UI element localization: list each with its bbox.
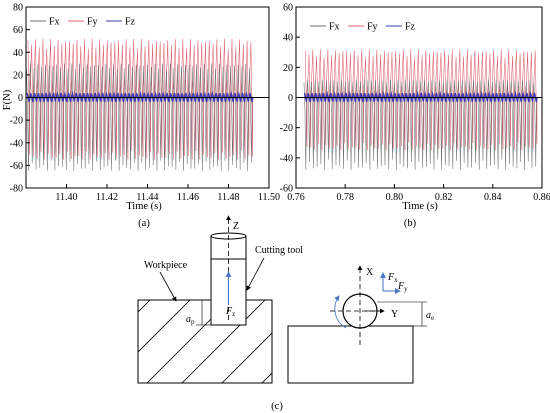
x-tick-label: 11.50 [258, 192, 280, 203]
y-tick-label: -40 [280, 153, 293, 164]
series-fz-a [26, 90, 254, 103]
chart-a: 11.40 11.42 11.44 11.46 11.48 11.50 -80 -60 -40 -… [2, 3, 280, 230]
fx-label: Fx [387, 272, 398, 284]
ap-label: ap [186, 314, 195, 326]
diagram-side-view: Z Fz Workpiece Cutting tool ap [137, 215, 303, 384]
y-tick-label: 60 [13, 25, 23, 36]
y-tick-label: -40 [10, 138, 23, 149]
legend-a: Fx Fy Fz [30, 17, 136, 28]
chart-b: 0.76 0.78 0.80 0.82 0.84 0.86 -60 -40 -20 0 20 40 60… [280, 3, 550, 230]
x-tick-label: 11.44 [136, 192, 158, 203]
x-axis-label-a: Time (s) [126, 201, 162, 212]
y-tick-label: 0 [18, 93, 23, 104]
x-tick-label: 11.40 [55, 192, 77, 203]
x-tick-label: 0.82 [435, 192, 453, 203]
legend-b: Fx Fy Fz [310, 22, 416, 33]
ae-label: ae [426, 310, 434, 322]
workpiece-hatching [138, 300, 272, 383]
y-tick-label: 40 [13, 48, 23, 59]
legend-label-fx: Fx [49, 17, 60, 28]
y-tick-label: 0 [288, 93, 293, 104]
y-tick-label: -20 [280, 123, 293, 134]
x-axis-label-b: Time (s) [402, 201, 438, 212]
legend-label-fy: Fy [367, 22, 378, 33]
y-tick-label: -60 [280, 184, 293, 195]
x-tick-label: 11.46 [177, 192, 199, 203]
workpiece-label: Workpiece [144, 260, 188, 271]
series-fx-a [26, 63, 253, 172]
x-tick-label: 0.78 [336, 192, 354, 203]
y-tick-label: -60 [10, 161, 23, 172]
panel-label-b: (b) [404, 218, 417, 229]
y-tick-label: -20 [10, 116, 23, 127]
workpiece-leader [159, 271, 177, 302]
panel-label-c: (c) [271, 401, 283, 412]
y-tick-label: 80 [13, 3, 23, 14]
panel-label-a: (a) [138, 218, 150, 229]
legend-label-fx: Fx [329, 22, 340, 33]
cutting-tool-leader [246, 257, 265, 291]
series-fx-b [303, 79, 537, 170]
y-tick-label: 20 [283, 63, 293, 74]
x-tick-label: 0.86 [533, 192, 550, 203]
y-tick-label: 40 [283, 33, 293, 44]
y-axis-label-a: F(N) [2, 89, 13, 110]
fy-label: Fy [397, 281, 408, 293]
x-tick-label: 11.42 [96, 192, 118, 203]
workpiece-top-view [287, 325, 414, 384]
x-tick-label: 0.76 [287, 192, 305, 203]
x-tick-label: 0.80 [386, 192, 404, 203]
series-fy-a [27, 38, 254, 160]
series-fz-b [303, 90, 538, 103]
y-tick-label: -80 [10, 184, 23, 195]
workpiece [137, 299, 273, 384]
cutting-tool-label: Cutting tool [255, 245, 303, 256]
diagram-top-view: X Y Fx Fy ae [287, 265, 434, 384]
z-axis-label: Z [233, 221, 239, 232]
y-tick-label: 20 [13, 70, 23, 81]
x-axis-label: X [366, 267, 374, 278]
x-tick-label: 0.84 [484, 192, 502, 203]
y-tick-label: 60 [283, 3, 293, 14]
legend-label-fz: Fz [405, 22, 416, 33]
legend-label-fy: Fy [87, 17, 98, 28]
y-axis-label: Y [391, 309, 398, 320]
rotation-arrow [334, 295, 347, 329]
x-tick-label: 11.48 [217, 192, 239, 203]
fz-label: Fz [225, 306, 235, 318]
legend-label-fz: Fz [125, 17, 136, 28]
